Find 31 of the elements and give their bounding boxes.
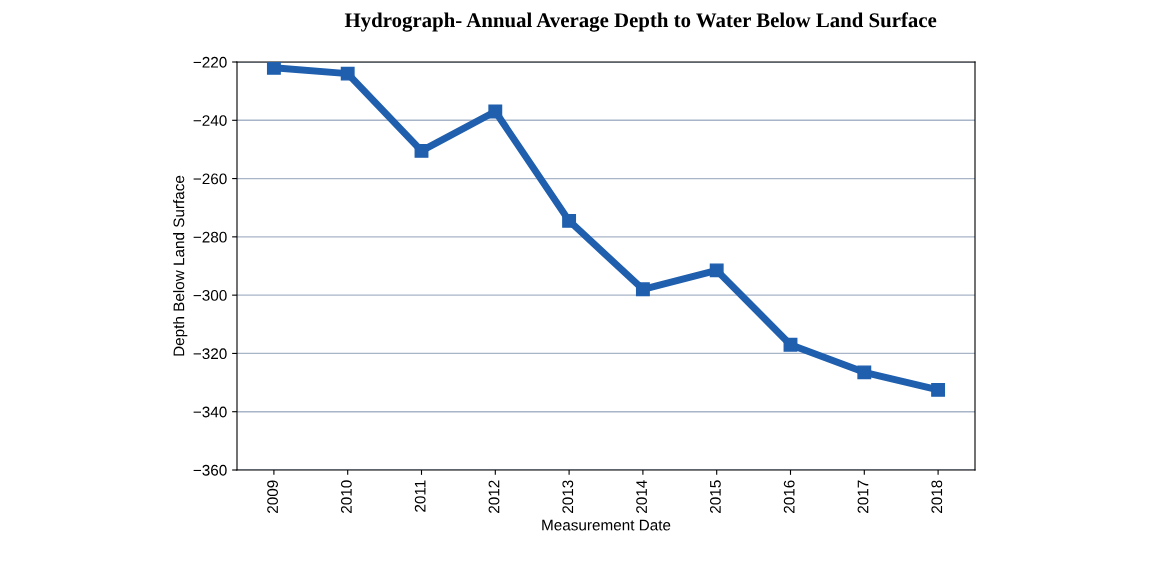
y-tick-label: −240 (193, 115, 227, 126)
point (340, 66, 355, 81)
point (562, 213, 577, 228)
x-tick-label: 2010 (340, 480, 352, 513)
point (709, 263, 724, 278)
x-tick-label: 2017 (857, 480, 869, 513)
y-tick-label: −260 (193, 173, 227, 185)
y-tick-label: −320 (193, 348, 227, 360)
y-tick-label: −300 (193, 290, 227, 301)
point (783, 337, 798, 352)
x-tick-label: 2018 (931, 480, 943, 513)
point (414, 143, 429, 158)
x-tick-label: 2013 (562, 480, 574, 513)
point (931, 382, 946, 397)
y-tick-label: −280 (193, 231, 227, 243)
x-tick-label: 2012 (488, 480, 500, 513)
x-tick-label: 2009 (267, 480, 278, 513)
x-axis-title: Measurement Date (542, 519, 671, 531)
y-axis-title: Depth Below Land Surface (173, 175, 188, 356)
point (266, 62, 281, 75)
point (488, 104, 503, 119)
point (857, 365, 872, 380)
x-tick-label: 2011 (414, 480, 426, 512)
chart-title: Hydrograph- Annual Average Depth to Water Below Land Surface (344, 12, 937, 32)
y-tick-label: −220 (193, 56, 227, 68)
x-tick-label: 2016 (783, 480, 795, 513)
y-tick-label: −360 (193, 464, 227, 476)
point (635, 282, 650, 297)
x-tick-label: 2015 (709, 480, 721, 513)
x-tick-label: 2014 (636, 480, 647, 513)
y-tick-label: −340 (193, 406, 227, 418)
